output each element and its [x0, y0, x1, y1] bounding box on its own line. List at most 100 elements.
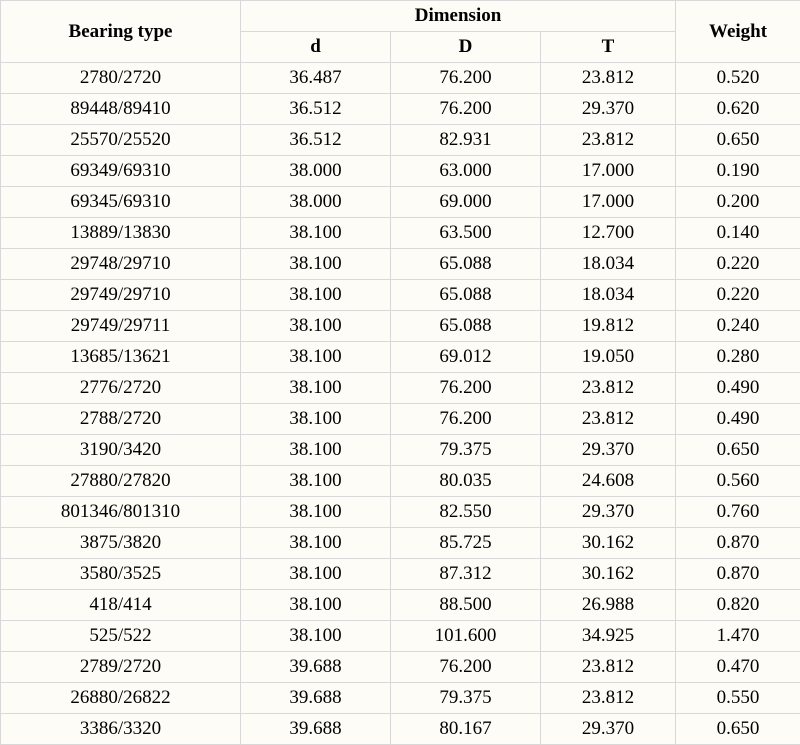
cell-weight: 0.870 — [676, 559, 800, 590]
table-row: 69349/6931038.00063.00017.0000.190 — [1, 156, 800, 187]
header-T: T — [541, 32, 676, 63]
cell-T: 29.370 — [541, 497, 676, 528]
cell-T: 23.812 — [541, 63, 676, 94]
cell-bearing-type: 26880/26822 — [1, 683, 241, 714]
cell-D: 80.035 — [391, 466, 541, 497]
cell-T: 26.988 — [541, 590, 676, 621]
cell-bearing-type: 69345/69310 — [1, 187, 241, 218]
cell-weight: 0.520 — [676, 63, 800, 94]
cell-d: 38.100 — [241, 590, 391, 621]
table-row: 3875/382038.10085.72530.1620.870 — [1, 528, 800, 559]
cell-D: 76.200 — [391, 373, 541, 404]
cell-bearing-type: 2776/2720 — [1, 373, 241, 404]
cell-d: 39.688 — [241, 652, 391, 683]
cell-weight: 0.240 — [676, 311, 800, 342]
table-row: 525/52238.100101.60034.9251.470 — [1, 621, 800, 652]
cell-T: 24.608 — [541, 466, 676, 497]
cell-weight: 0.650 — [676, 435, 800, 466]
header-weight: Weight — [676, 1, 800, 63]
table-body: 2780/272036.48776.20023.8120.52089448/89… — [1, 63, 800, 745]
cell-bearing-type: 2780/2720 — [1, 63, 241, 94]
cell-bearing-type: 418/414 — [1, 590, 241, 621]
cell-d: 38.100 — [241, 497, 391, 528]
cell-bearing-type: 3875/3820 — [1, 528, 241, 559]
cell-weight: 0.470 — [676, 652, 800, 683]
cell-bearing-type: 2789/2720 — [1, 652, 241, 683]
table-header: Bearing type Dimension Weight d D T — [1, 1, 800, 63]
table-row: 3190/342038.10079.37529.3700.650 — [1, 435, 800, 466]
table-row: 25570/2552036.51282.93123.8120.650 — [1, 125, 800, 156]
cell-D: 69.012 — [391, 342, 541, 373]
cell-D: 76.200 — [391, 94, 541, 125]
table-row: 2789/272039.68876.20023.8120.470 — [1, 652, 800, 683]
cell-bearing-type: 801346/801310 — [1, 497, 241, 528]
table-row: 26880/2682239.68879.37523.8120.550 — [1, 683, 800, 714]
cell-D: 82.550 — [391, 497, 541, 528]
cell-weight: 0.490 — [676, 373, 800, 404]
cell-d: 38.100 — [241, 404, 391, 435]
cell-bearing-type: 25570/25520 — [1, 125, 241, 156]
cell-D: 65.088 — [391, 249, 541, 280]
cell-T: 23.812 — [541, 125, 676, 156]
cell-d: 38.100 — [241, 218, 391, 249]
table-row: 89448/8941036.51276.20029.3700.620 — [1, 94, 800, 125]
header-bearing-type: Bearing type — [1, 1, 241, 63]
cell-weight: 1.470 — [676, 621, 800, 652]
cell-T: 30.162 — [541, 559, 676, 590]
cell-D: 79.375 — [391, 435, 541, 466]
table-row: 13889/1383038.10063.50012.7000.140 — [1, 218, 800, 249]
cell-T: 23.812 — [541, 683, 676, 714]
header-dimension-group: Dimension — [241, 1, 676, 32]
cell-weight: 0.650 — [676, 125, 800, 156]
cell-T: 34.925 — [541, 621, 676, 652]
cell-T: 18.034 — [541, 249, 676, 280]
header-D: D — [391, 32, 541, 63]
table-row: 27880/2782038.10080.03524.6080.560 — [1, 466, 800, 497]
cell-d: 38.100 — [241, 342, 391, 373]
cell-bearing-type: 29749/29710 — [1, 280, 241, 311]
cell-weight: 0.870 — [676, 528, 800, 559]
cell-T: 29.370 — [541, 714, 676, 745]
table-row: 2780/272036.48776.20023.8120.520 — [1, 63, 800, 94]
cell-T: 19.812 — [541, 311, 676, 342]
cell-D: 85.725 — [391, 528, 541, 559]
cell-d: 36.487 — [241, 63, 391, 94]
cell-T: 17.000 — [541, 187, 676, 218]
cell-bearing-type: 13889/13830 — [1, 218, 241, 249]
cell-weight: 0.550 — [676, 683, 800, 714]
cell-T: 19.050 — [541, 342, 676, 373]
cell-bearing-type: 13685/13621 — [1, 342, 241, 373]
cell-d: 38.100 — [241, 435, 391, 466]
cell-weight: 0.820 — [676, 590, 800, 621]
cell-weight: 0.650 — [676, 714, 800, 745]
cell-weight: 0.220 — [676, 280, 800, 311]
cell-d: 38.000 — [241, 156, 391, 187]
table-row: 69345/6931038.00069.00017.0000.200 — [1, 187, 800, 218]
cell-d: 38.000 — [241, 187, 391, 218]
cell-T: 12.700 — [541, 218, 676, 249]
cell-T: 23.812 — [541, 652, 676, 683]
cell-bearing-type: 525/522 — [1, 621, 241, 652]
cell-D: 65.088 — [391, 311, 541, 342]
cell-d: 38.100 — [241, 559, 391, 590]
cell-D: 87.312 — [391, 559, 541, 590]
cell-weight: 0.560 — [676, 466, 800, 497]
table-row: 418/41438.10088.50026.9880.820 — [1, 590, 800, 621]
cell-D: 82.931 — [391, 125, 541, 156]
cell-weight: 0.490 — [676, 404, 800, 435]
cell-bearing-type: 69349/69310 — [1, 156, 241, 187]
cell-d: 38.100 — [241, 249, 391, 280]
cell-d: 38.100 — [241, 280, 391, 311]
cell-weight: 0.280 — [676, 342, 800, 373]
cell-D: 65.088 — [391, 280, 541, 311]
cell-weight: 0.620 — [676, 94, 800, 125]
cell-weight: 0.220 — [676, 249, 800, 280]
table-row: 2776/272038.10076.20023.8120.490 — [1, 373, 800, 404]
cell-T: 30.162 — [541, 528, 676, 559]
table-row: 13685/1362138.10069.01219.0500.280 — [1, 342, 800, 373]
cell-bearing-type: 3580/3525 — [1, 559, 241, 590]
cell-D: 80.167 — [391, 714, 541, 745]
cell-D: 63.000 — [391, 156, 541, 187]
cell-D: 76.200 — [391, 652, 541, 683]
cell-d: 36.512 — [241, 94, 391, 125]
